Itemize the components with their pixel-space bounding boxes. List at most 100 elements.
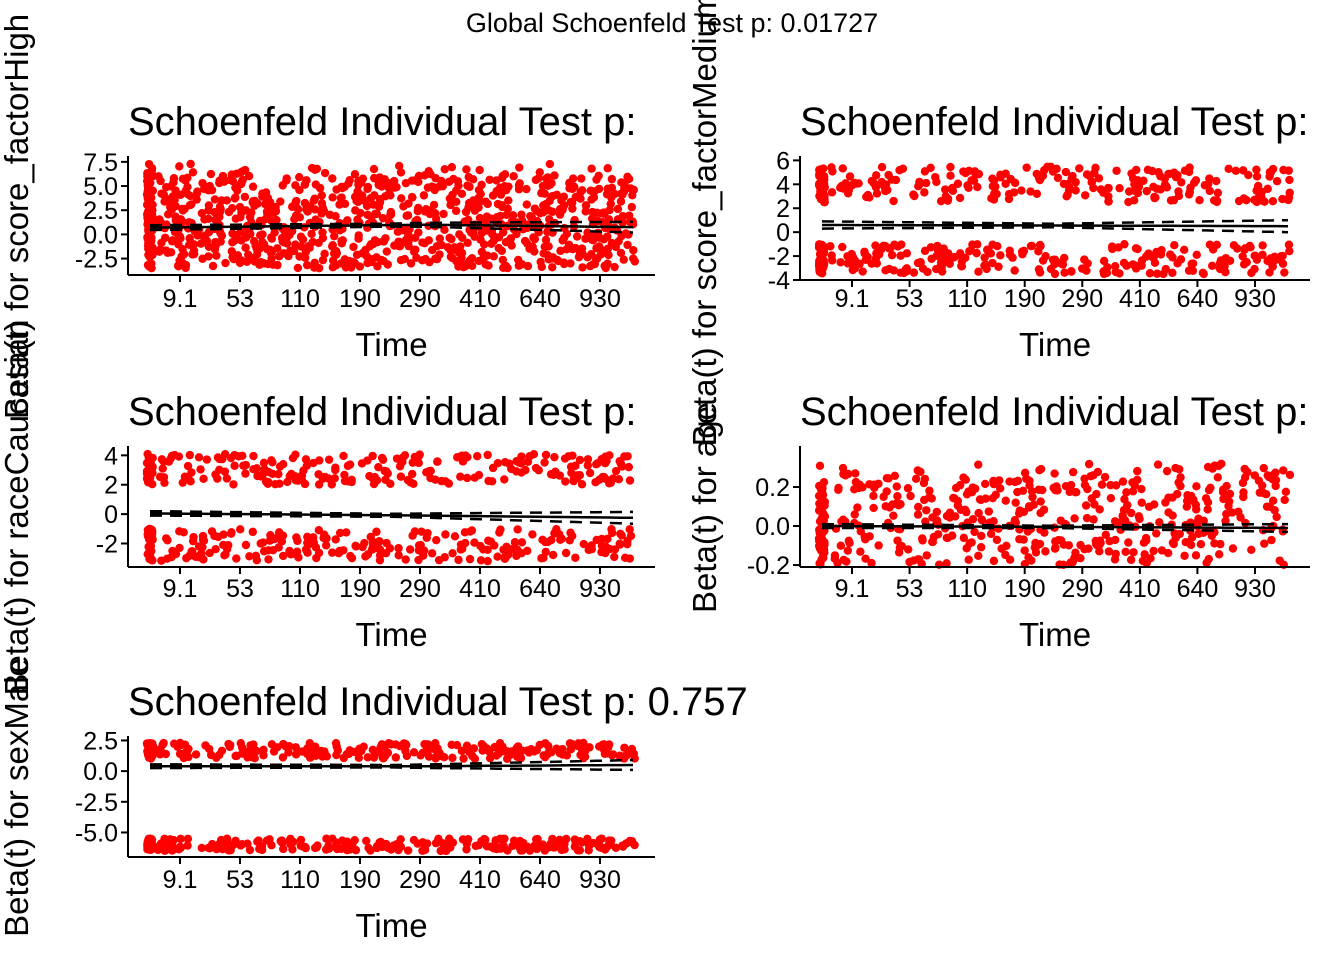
residual-point [202,455,212,464]
residual-point [895,165,904,175]
residual-point [428,183,438,193]
residual-point [431,214,441,224]
residual-point [1254,476,1264,485]
residual-point [238,451,247,461]
residual-point [932,507,942,517]
residual-point [198,535,208,544]
residual-point [596,250,606,259]
residual-point [629,246,638,255]
residual-point [913,466,922,475]
residual-point [470,206,480,215]
residual-point [575,846,585,855]
residual-point [1099,188,1108,197]
residual-point [1035,240,1045,250]
ci-lower-line [149,225,634,234]
residual-point [206,169,216,179]
residual-point [1068,467,1078,477]
residual-point [222,544,232,554]
residual-point [1195,196,1204,205]
residual-point [1129,548,1138,557]
residual-point [517,459,526,468]
residual-point [893,498,902,508]
residual-point [851,469,860,478]
residual-point [477,228,487,237]
residual-point [1182,502,1192,511]
residual-point [1144,502,1154,511]
residual-point [394,551,403,560]
residual-point [248,527,258,537]
residual-point [545,159,555,169]
residual-point [618,842,628,851]
residual-point [1218,488,1228,497]
residual-point [210,195,220,204]
residual-point [1084,544,1093,553]
residual-point [156,176,165,186]
residual-point [1252,165,1261,174]
residual-point [1130,481,1139,490]
residual-point [261,477,271,486]
residual-point [366,846,375,855]
residual-point [218,171,228,181]
residual-point [389,176,399,186]
residual-point [147,166,157,175]
residual-point [1123,500,1132,510]
residual-point [188,536,198,546]
residual-point [623,240,632,250]
residual-point [324,474,333,483]
residual-point [414,203,423,213]
residual-point [259,458,269,468]
residual-point [1271,475,1281,485]
residual-point [839,555,848,565]
residual-point [184,240,194,250]
residual-point [867,558,876,568]
residual-point [465,256,475,265]
residual-points [142,159,640,273]
residual-point [623,539,632,549]
residual-point [945,259,955,268]
residual-point [258,538,268,547]
y-tick-label: -2 [768,243,790,271]
residual-point [1177,178,1186,187]
residual-point [230,461,239,470]
residual-point [1034,173,1044,183]
residual-point [568,531,577,541]
residual-point [361,245,370,255]
residual-point [816,501,825,510]
residual-point [1263,184,1272,194]
residual-point [877,162,887,172]
residual-point [194,230,203,239]
residual-point [1192,482,1201,491]
residual-point [853,503,862,512]
residual-point [605,451,614,460]
residual-point [369,164,379,174]
residual-point [600,261,609,271]
residual-point [459,262,468,272]
residual-point [615,539,624,548]
residual-point [1267,535,1276,545]
residual-point [816,187,825,196]
x-tick-label: 190 [1004,575,1046,603]
residual-point [510,538,520,547]
residual-point [240,165,250,175]
residual-point [445,834,454,843]
residual-point [1015,535,1024,544]
residual-point [222,474,232,483]
residual-point [943,196,953,205]
residual-point [509,172,518,181]
residual-point [440,553,449,562]
residual-point [406,259,416,268]
residual-point [328,256,338,265]
residual-point [818,511,827,521]
residual-point [993,241,1002,251]
y-tick-label: 0.0 [83,221,118,249]
residual-point [818,241,827,250]
residual-point [456,472,465,481]
residual-point [522,200,531,209]
residual-point [426,170,435,179]
residual-point [543,227,552,237]
residual-point [368,451,377,461]
y-axis-title: Beta(t) for age [686,402,723,613]
residual-point [273,244,282,253]
residual-point [834,485,843,495]
residual-point [902,267,911,276]
